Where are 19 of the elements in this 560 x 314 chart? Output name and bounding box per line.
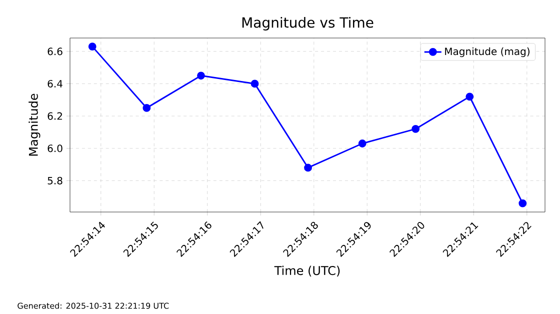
point [197, 72, 205, 80]
legend-label: Magnitude (mag) [445, 47, 530, 58]
point [250, 80, 259, 88]
y-tick-label: 6.0 [48, 144, 62, 152]
chart-title: Magnitude vs Time [242, 16, 374, 30]
point [518, 199, 527, 208]
y-tick-label: 5.8 [48, 176, 62, 184]
point [412, 125, 420, 133]
point [304, 164, 312, 172]
y-tick-label: 6.2 [48, 112, 62, 120]
point [466, 92, 474, 101]
point [88, 42, 96, 51]
y-axis-title: Magnitude [28, 94, 40, 156]
y-tick-label: 6.4 [48, 80, 62, 88]
y-tick-label: 6.6 [48, 48, 62, 56]
point [142, 104, 151, 112]
x-axis-title: Time (UTC) [274, 266, 340, 276]
point [358, 140, 366, 148]
text: Generated: 2025-10-31 22:21:19 UTC [18, 302, 169, 309]
